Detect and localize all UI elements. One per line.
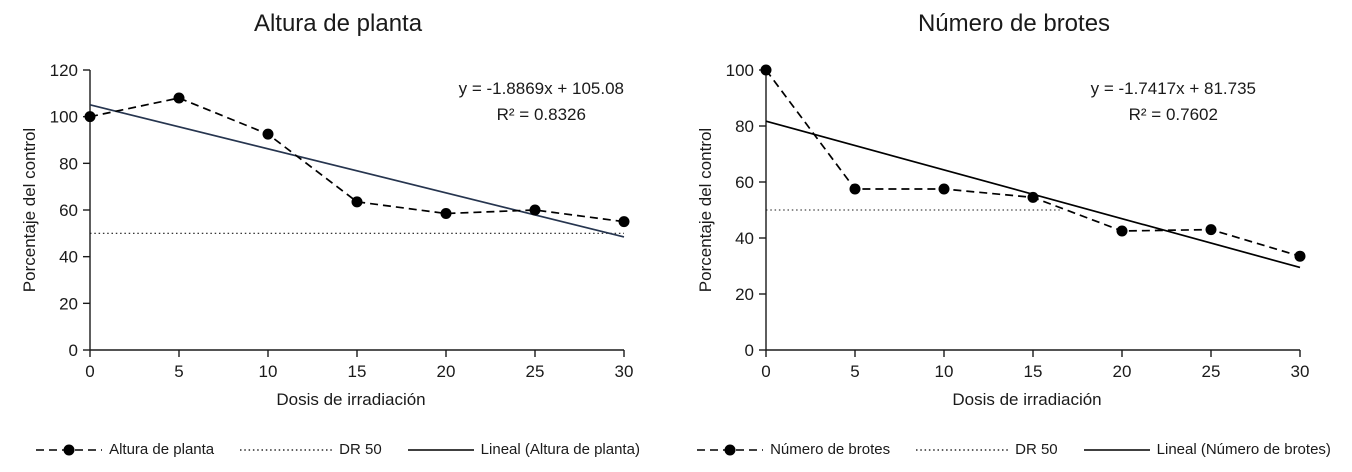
svg-text:80: 80 [735, 117, 754, 136]
r-squared-value: R² = 0.7602 [1128, 104, 1218, 124]
svg-text:40: 40 [735, 229, 754, 248]
svg-text:0: 0 [761, 362, 770, 381]
svg-text:80: 80 [59, 154, 78, 173]
legend-item-series: Altura de planta [36, 441, 214, 458]
svg-text:10: 10 [259, 362, 278, 381]
legend-label: DR 50 [1015, 441, 1058, 458]
trendline-annotation: y = -1.7417x + 81.735 R² = 0.7602 [1091, 76, 1256, 127]
dashed-marker-swatch-icon [36, 444, 103, 455]
svg-text:25: 25 [1202, 362, 1221, 381]
svg-text:0: 0 [69, 341, 78, 360]
svg-text:20: 20 [735, 285, 754, 304]
legend-item-series: Número de brotes [697, 441, 890, 458]
legend: Altura de planta DR 50 Lineal (Altura de… [0, 441, 676, 458]
legend-label: Altura de planta [109, 441, 215, 458]
solid-line-swatch-icon [1083, 448, 1150, 451]
svg-text:10: 10 [935, 362, 954, 381]
legend: Número de brotes DR 50 Lineal (Número de… [676, 441, 1352, 458]
trendline-equation: y = -1.7417x + 81.735 [1090, 79, 1256, 98]
svg-text:100: 100 [50, 108, 78, 127]
svg-text:20: 20 [1113, 362, 1132, 381]
chart-altura-de-planta: Altura de planta Porcentaje del control … [0, 10, 676, 458]
legend-item-trendline: Lineal (Número de brotes) [1083, 441, 1331, 458]
svg-text:60: 60 [59, 201, 78, 220]
legend-label: Número de brotes [770, 441, 891, 458]
svg-text:30: 30 [1291, 362, 1310, 381]
svg-text:20: 20 [59, 294, 78, 313]
chart-numero-de-brotes: Número de brotes Porcentaje del control … [676, 0, 1352, 472]
svg-text:5: 5 [174, 362, 183, 381]
svg-text:15: 15 [348, 362, 367, 381]
x-axis-label: Dosis de irradiación [952, 390, 1102, 409]
svg-text:0: 0 [745, 341, 754, 360]
svg-text:0: 0 [85, 362, 94, 381]
legend-item-dr50: DR 50 [916, 441, 1058, 458]
svg-text:15: 15 [1024, 362, 1043, 381]
solid-line-swatch-icon [407, 448, 474, 451]
trendline-annotation: y = -1.8869x + 105.08 R² = 0.8326 [459, 76, 624, 127]
x-axis-label: Dosis de irradiación [276, 390, 426, 409]
svg-text:30: 30 [615, 362, 634, 381]
dashed-marker-swatch-icon [697, 444, 764, 455]
legend-label: Lineal (Altura de planta) [480, 441, 640, 458]
svg-text:25: 25 [526, 362, 545, 381]
r-squared-value: R² = 0.8326 [496, 104, 586, 124]
legend-item-dr50: DR 50 [240, 441, 382, 458]
plot-area: 0 20 40 60 80 100 0 5 10 15 20 25 30 [726, 61, 1310, 381]
dotted-line-swatch-icon [916, 448, 1009, 451]
trendline-equation: y = -1.8869x + 105.08 [458, 79, 624, 98]
plot-area: 0 20 40 60 80 100 120 0 5 10 15 20 25 30 [50, 61, 634, 381]
legend-item-trendline: Lineal (Altura de planta) [407, 441, 640, 458]
svg-text:60: 60 [735, 173, 754, 192]
chart-title: Altura de planta [253, 10, 423, 37]
legend-label: Lineal (Número de brotes) [1156, 441, 1331, 458]
chart-title: Número de brotes [917, 10, 1111, 37]
svg-text:40: 40 [59, 248, 78, 267]
svg-text:5: 5 [850, 362, 859, 381]
svg-text:20: 20 [437, 362, 456, 381]
svg-text:120: 120 [50, 61, 78, 80]
dotted-line-swatch-icon [240, 448, 333, 451]
legend-label: DR 50 [339, 441, 382, 458]
svg-text:100: 100 [726, 61, 754, 80]
